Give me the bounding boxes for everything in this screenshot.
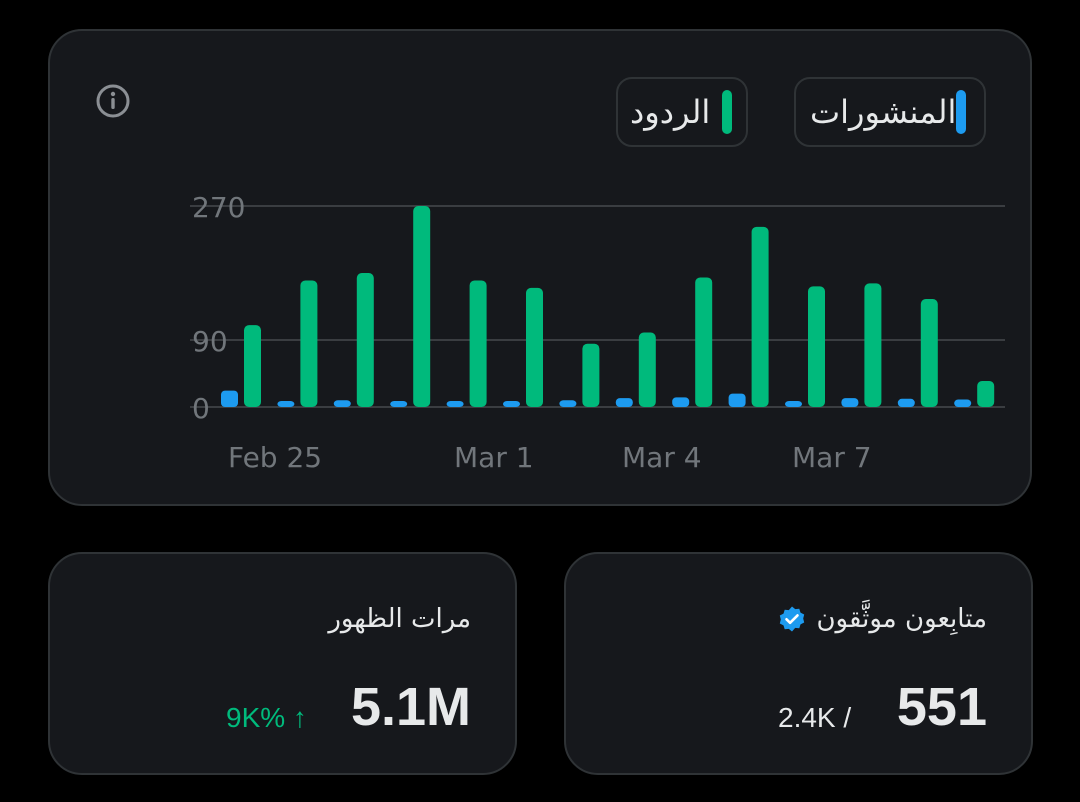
bar-posts[interactable]: [446, 401, 464, 407]
bar-replies[interactable]: [695, 277, 713, 407]
bar-posts[interactable]: [785, 401, 802, 407]
bar-posts[interactable]: [672, 397, 690, 407]
bar-posts[interactable]: [390, 401, 408, 407]
bar-replies[interactable]: [244, 325, 261, 407]
info-icon[interactable]: [96, 84, 130, 118]
bar-replies[interactable]: [356, 273, 374, 407]
verified-badge-icon: [780, 606, 805, 632]
x-tick-label: Mar 1: [454, 441, 534, 474]
verified-followers-card[interactable]: متابِعون موثَّقون 551 2.4K /: [564, 552, 1033, 775]
impressions-value: 5.1M: [350, 677, 471, 737]
bar-replies[interactable]: [413, 206, 431, 407]
impressions-card[interactable]: مرات الظهور 5.1M 9K% ↑: [48, 552, 517, 775]
bar-posts[interactable]: [954, 399, 972, 407]
y-tick-label: 0: [192, 392, 210, 425]
bar-replies[interactable]: [977, 380, 995, 407]
legend-posts-label: المنشورات: [810, 93, 957, 131]
bar-replies[interactable]: [920, 299, 938, 407]
x-tick-label: Feb 25: [228, 441, 322, 474]
bar-replies[interactable]: [751, 226, 769, 407]
impressions-change: 9K% ↑: [226, 702, 307, 733]
x-tick-label: Mar 4: [622, 441, 702, 474]
verified-followers-total: 2.4K /: [778, 702, 852, 733]
bar-replies[interactable]: [526, 287, 543, 407]
legend-replies[interactable]: الردود: [616, 77, 748, 147]
bar-posts[interactable]: [897, 398, 915, 407]
bar-posts[interactable]: [728, 393, 746, 407]
y-tick-label: 90: [192, 325, 228, 358]
bar-replies[interactable]: [638, 332, 656, 407]
legend-posts-swatch: [956, 90, 966, 134]
bar-chart: 0 90 270 Feb 25 Mar 1 Mar 4 Mar 7: [190, 191, 1005, 474]
bar-replies[interactable]: [469, 280, 487, 407]
bar-posts[interactable]: [277, 401, 295, 407]
verified-followers-value: 551: [896, 677, 987, 737]
legend-posts[interactable]: المنشورات: [794, 77, 986, 147]
bar-replies[interactable]: [300, 280, 318, 407]
bar-replies[interactable]: [864, 283, 882, 407]
bar-replies[interactable]: [582, 343, 600, 407]
bar-posts[interactable]: [615, 398, 633, 407]
bar-posts[interactable]: [841, 398, 859, 407]
verified-followers-title: متابِعون موثَّقون: [816, 604, 987, 634]
bar-posts[interactable]: [559, 400, 577, 407]
bar-posts[interactable]: [221, 390, 238, 407]
impressions-title: مرات الظهور: [328, 604, 471, 634]
legend-replies-label: الردود: [630, 93, 711, 131]
verified-followers-title-row: متابِعون موثَّقون: [778, 604, 987, 634]
bar-replies[interactable]: [808, 286, 825, 407]
y-tick-label: 270: [192, 191, 245, 224]
x-tick-label: Mar 7: [792, 441, 872, 474]
legend-replies-swatch: [722, 90, 732, 134]
bar-posts[interactable]: [503, 401, 520, 407]
bar-posts[interactable]: [333, 400, 351, 407]
chart-card: المنشورات الردود 0 90 270 Feb 25 Mar 1 Mar 4 M…: [48, 29, 1032, 506]
